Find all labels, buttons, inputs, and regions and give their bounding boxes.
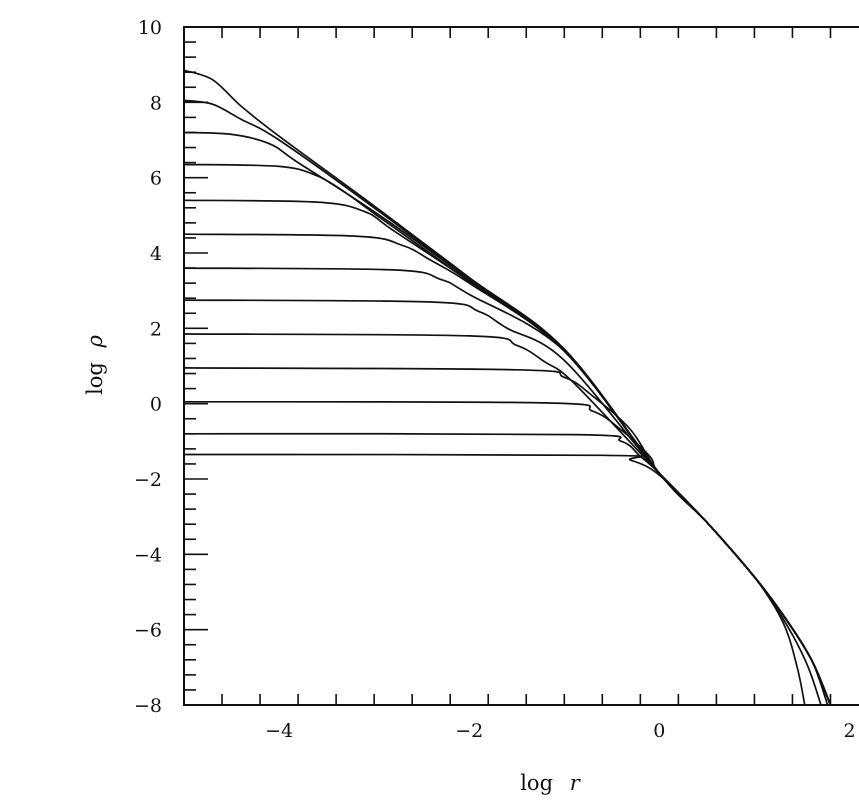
density-curves: [183, 69, 832, 706]
plot-border: [183, 26, 859, 706]
y-tick-label: 6: [150, 168, 162, 190]
y-tick-label: 4: [150, 243, 162, 265]
y-tick-label: 10: [138, 17, 162, 39]
x-tick-label: −4: [265, 720, 293, 742]
y-tick-label: 8: [150, 92, 162, 114]
x-tick-label: 2: [843, 720, 855, 742]
y-tick-label: −2: [134, 469, 162, 491]
density-curve-1: [183, 69, 806, 706]
x-axis-label-var: r: [570, 771, 582, 795]
x-axis-label-prefix: log: [520, 771, 553, 795]
x-tick-label: −2: [455, 720, 483, 742]
x-axis-label: log r: [520, 771, 582, 795]
density-curve-13: [183, 453, 832, 706]
x-tick-label: 0: [653, 720, 665, 742]
axis-ticks: [184, 27, 832, 705]
y-tick-label: −8: [134, 695, 162, 717]
plot-frame: [183, 26, 859, 706]
y-tick-labels: −8 −6 −4 −2 0 2 4 6 8 10: [134, 17, 162, 717]
y-tick-label: −4: [134, 544, 162, 566]
y-axis-label-var: ρ: [83, 334, 107, 348]
y-tick-label: −6: [134, 620, 162, 642]
density-curve-5: [183, 199, 832, 706]
y-tick-label: 0: [150, 394, 162, 416]
x-tick-labels: −4 −2 0 2: [265, 720, 855, 742]
density-curve-12: [183, 432, 832, 706]
density-curve-3: [183, 131, 829, 706]
y-axis-label-prefix: log: [83, 362, 107, 395]
density-curve-10: [183, 367, 832, 706]
y-tick-label: 2: [150, 318, 162, 340]
density-curve-9: [183, 333, 832, 706]
density-curve-8: [183, 299, 832, 706]
y-axis-label: log ρ: [83, 334, 107, 395]
